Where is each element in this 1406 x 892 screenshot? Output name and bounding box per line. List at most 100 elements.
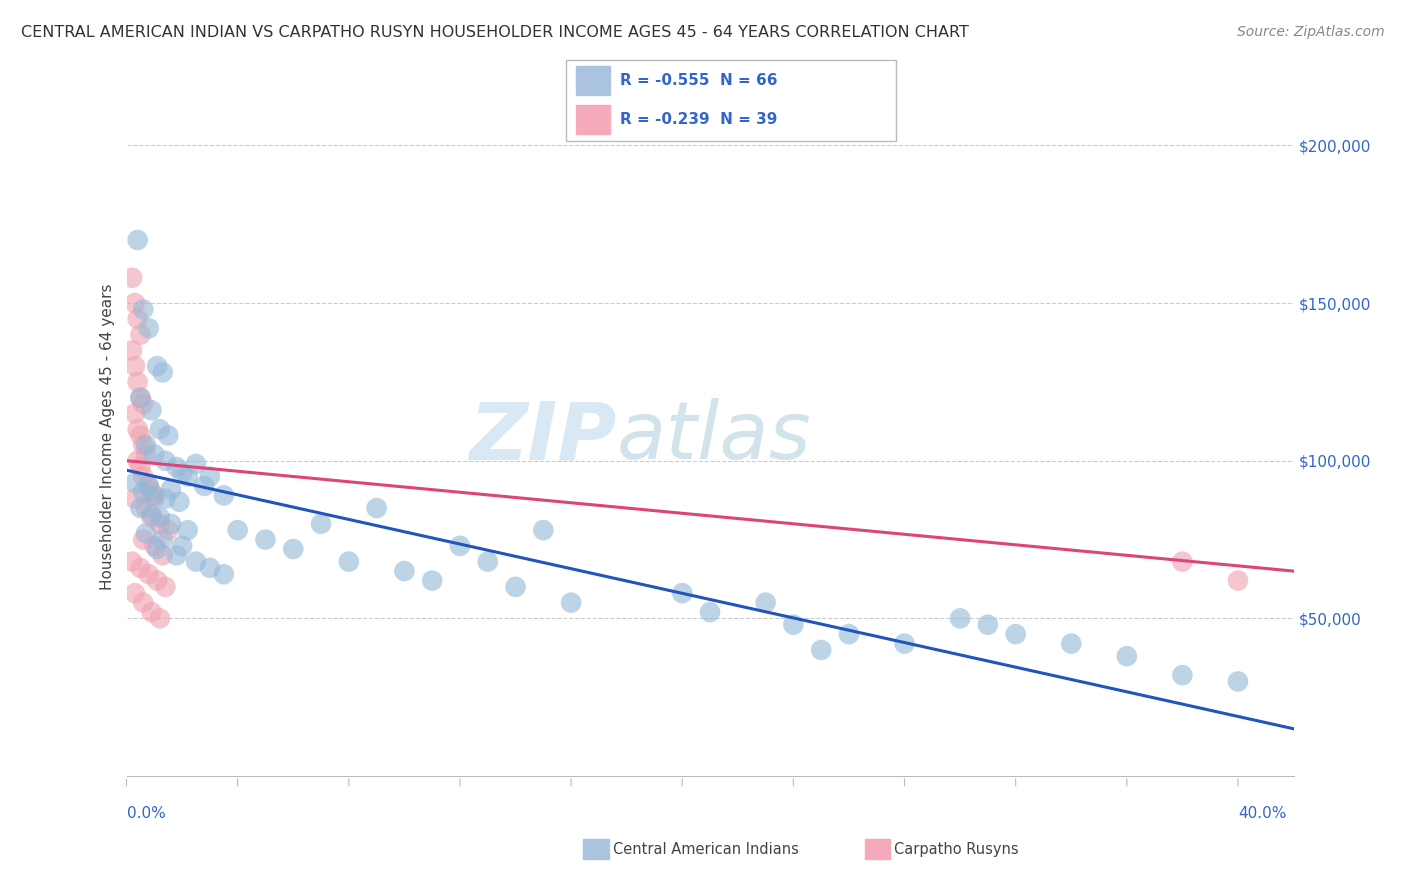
Point <box>477 555 499 569</box>
Point <box>1171 668 1194 682</box>
Point <box>129 391 152 405</box>
Point <box>146 574 169 588</box>
Point <box>129 561 152 575</box>
Point <box>449 539 471 553</box>
Point <box>127 375 149 389</box>
Point <box>560 596 582 610</box>
Point <box>149 611 172 625</box>
Point <box>977 617 1000 632</box>
Point <box>129 428 152 442</box>
Text: Central American Indians: Central American Indians <box>613 842 799 856</box>
Point <box>157 523 180 537</box>
Point <box>141 508 163 522</box>
Text: 0.0%: 0.0% <box>127 806 166 821</box>
Point <box>1171 555 1194 569</box>
Point <box>337 555 360 569</box>
Point <box>193 479 215 493</box>
Point <box>127 233 149 247</box>
Bar <box>576 67 610 95</box>
Point <box>671 586 693 600</box>
Point <box>366 501 388 516</box>
Point <box>1060 637 1083 651</box>
Point <box>124 296 146 310</box>
Text: R = -0.239  N = 39: R = -0.239 N = 39 <box>620 112 778 128</box>
Point <box>755 596 778 610</box>
Text: atlas: atlas <box>617 398 811 476</box>
Point <box>160 482 183 496</box>
Point <box>129 501 152 516</box>
Point <box>127 454 149 468</box>
Point <box>420 574 443 588</box>
Point <box>152 533 174 547</box>
Point <box>166 460 188 475</box>
Text: Source: ZipAtlas.com: Source: ZipAtlas.com <box>1237 25 1385 39</box>
Bar <box>576 105 610 134</box>
Point <box>394 564 416 578</box>
Point <box>531 523 554 537</box>
Point <box>838 627 860 641</box>
Point <box>138 321 160 335</box>
Point <box>184 457 207 471</box>
Point <box>810 643 832 657</box>
Point <box>155 454 177 468</box>
Point <box>143 539 166 553</box>
Point <box>143 447 166 461</box>
Point <box>1226 574 1249 588</box>
Point <box>166 549 188 563</box>
Point <box>124 491 146 506</box>
Point <box>132 596 155 610</box>
Point <box>121 270 143 285</box>
Point <box>141 605 163 619</box>
Point <box>124 586 146 600</box>
Point <box>149 510 172 524</box>
Text: Carpatho Rusyns: Carpatho Rusyns <box>894 842 1019 856</box>
Point <box>176 523 198 537</box>
Point <box>160 516 183 531</box>
Point <box>254 533 277 547</box>
Point <box>283 541 305 556</box>
Point <box>157 428 180 442</box>
Point <box>1004 627 1026 641</box>
Point <box>1226 674 1249 689</box>
Text: ZIP: ZIP <box>470 398 617 476</box>
Point <box>135 501 157 516</box>
Point <box>138 567 160 582</box>
Point <box>138 479 160 493</box>
Point <box>132 438 155 452</box>
Point <box>121 343 143 358</box>
Point <box>135 447 157 461</box>
Point <box>505 580 527 594</box>
Point <box>212 488 235 502</box>
Point <box>212 567 235 582</box>
Point <box>132 533 155 547</box>
Point <box>135 526 157 541</box>
Point <box>129 391 152 405</box>
Point <box>172 539 194 553</box>
FancyBboxPatch shape <box>565 60 897 141</box>
Point <box>176 469 198 483</box>
Y-axis label: Householder Income Ages 45 - 64 years: Householder Income Ages 45 - 64 years <box>100 284 115 591</box>
Point <box>143 491 166 506</box>
Point <box>127 422 149 436</box>
Point <box>124 475 146 490</box>
Point <box>146 541 169 556</box>
Point <box>135 438 157 452</box>
Text: CENTRAL AMERICAN INDIAN VS CARPATHO RUSYN HOUSEHOLDER INCOME AGES 45 - 64 YEARS : CENTRAL AMERICAN INDIAN VS CARPATHO RUSY… <box>21 25 969 40</box>
Text: 40.0%: 40.0% <box>1239 806 1286 821</box>
Point <box>152 366 174 380</box>
Point <box>155 580 177 594</box>
Point <box>149 516 172 531</box>
Point <box>309 516 332 531</box>
Point <box>699 605 721 619</box>
Point <box>141 485 163 500</box>
Point <box>782 617 804 632</box>
Point <box>132 397 155 411</box>
Text: R = -0.555  N = 66: R = -0.555 N = 66 <box>620 73 778 88</box>
Point <box>184 555 207 569</box>
Point <box>138 479 160 493</box>
Point <box>121 555 143 569</box>
Point <box>124 359 146 373</box>
Point <box>198 561 221 575</box>
Point <box>198 469 221 483</box>
Point <box>132 469 155 483</box>
